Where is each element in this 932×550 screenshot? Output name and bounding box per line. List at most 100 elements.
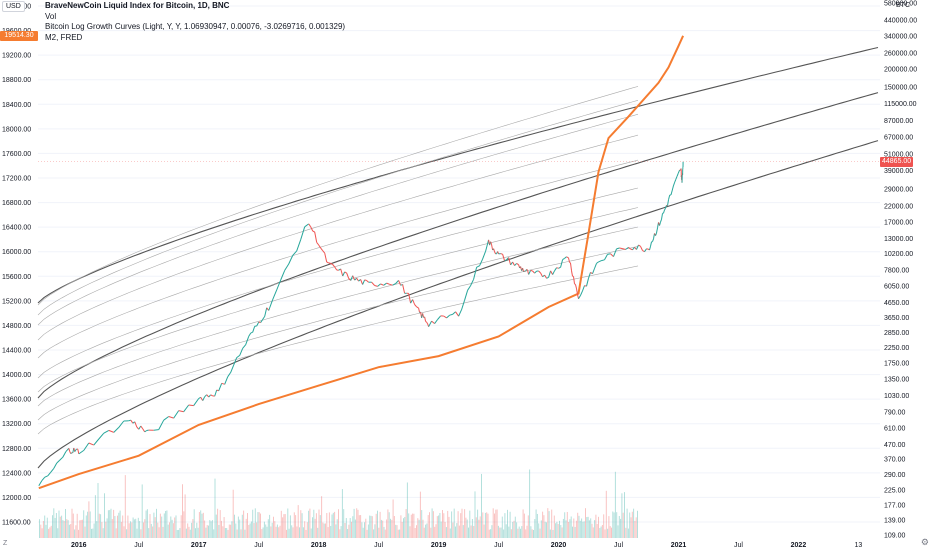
volume-bar	[452, 522, 454, 538]
price-segment	[230, 364, 235, 373]
volume-bar	[384, 529, 386, 538]
volume-bar	[59, 516, 61, 538]
volume-bar	[392, 499, 394, 538]
price-segment	[516, 262, 519, 266]
price-segment	[461, 300, 466, 310]
price-segment	[59, 456, 64, 461]
volume-bar	[204, 520, 206, 538]
price-segment	[548, 270, 552, 278]
volume-bar	[154, 517, 156, 538]
legend-symbol-title[interactable]: BraveNewCoin Liquid Index for Bitcoin, 1…	[45, 1, 230, 10]
price-segment	[573, 276, 575, 284]
volume-bar	[468, 527, 469, 538]
volume-bar	[223, 517, 225, 538]
price-segment	[522, 267, 525, 272]
legend-indicator[interactable]: Bitcoin Log Growth Curves (Light, Y, Y, …	[45, 22, 346, 31]
volume-bar	[98, 513, 100, 538]
currency-button[interactable]: USD	[2, 1, 25, 12]
price-segment	[500, 253, 503, 255]
growth-curve-light-7	[37, 226, 639, 407]
price-segment	[352, 275, 356, 281]
price-segment	[304, 223, 309, 228]
volume-bar	[260, 513, 261, 538]
volume-bar	[48, 528, 50, 538]
volume-bar	[523, 513, 525, 538]
right-tick-label: 610.00	[884, 426, 906, 433]
volume-bar	[61, 515, 63, 538]
volume-bar	[466, 519, 468, 538]
volume-bar	[70, 524, 72, 538]
volume-bar	[258, 512, 260, 538]
legend-m2[interactable]: M2, FRED	[45, 32, 83, 42]
volume-bar	[40, 524, 42, 538]
price-segment	[200, 397, 204, 401]
price-segment	[610, 253, 614, 257]
price-segment	[364, 279, 367, 281]
volume-bar	[475, 517, 477, 538]
price-segment	[227, 372, 232, 378]
price-segment	[312, 230, 315, 233]
price-segment	[577, 294, 579, 299]
volume-bar	[520, 528, 521, 538]
price-segment	[75, 448, 78, 451]
price-segment	[425, 321, 427, 323]
volume-bar	[109, 510, 111, 538]
price-segment	[142, 428, 146, 433]
volume-bar	[526, 525, 528, 538]
volume-bar	[295, 515, 297, 538]
price-segment	[280, 270, 286, 281]
volume-bar	[573, 518, 575, 538]
volume-bar	[243, 510, 245, 538]
zoom-icon[interactable]: Z	[3, 540, 8, 547]
volume-bar	[496, 509, 498, 538]
volume-bar	[67, 520, 69, 538]
volume-bar	[184, 494, 186, 538]
settings-gear-icon[interactable]: ⚙	[920, 537, 929, 547]
volume-bar	[608, 516, 610, 538]
price-segment	[677, 169, 681, 174]
volume-bar	[569, 519, 571, 538]
volume-bar	[250, 521, 252, 538]
price-segment	[558, 266, 561, 269]
volume-bar	[71, 508, 73, 538]
left-tick-label: 11600.00	[2, 520, 31, 527]
legend-volume[interactable]: Vol	[45, 11, 57, 21]
volume-bar	[512, 521, 514, 538]
volume-bar	[222, 526, 224, 538]
volume-bar	[413, 513, 415, 538]
price-segment	[443, 315, 447, 319]
price-segment	[644, 248, 647, 252]
volume-bar	[93, 523, 95, 538]
volume-bar	[139, 521, 141, 538]
price-segment	[504, 259, 507, 262]
volume-bar	[594, 520, 596, 538]
volume-bar	[275, 526, 277, 538]
time-tick-label: Jul	[254, 542, 263, 549]
volume-bar	[240, 529, 242, 538]
price-segment	[540, 272, 544, 278]
volume-bar	[445, 527, 447, 538]
volume-bar	[143, 522, 144, 538]
price-segment	[676, 173, 679, 177]
volume-bar	[478, 519, 480, 538]
volume-bar	[362, 527, 364, 538]
volume-bar	[309, 508, 311, 538]
volume-bar	[119, 510, 121, 538]
volume-bar	[616, 512, 618, 538]
growth-curve-light-1	[37, 100, 639, 316]
volume-bar	[182, 484, 183, 538]
volume-bar	[165, 510, 167, 538]
volume-bar	[128, 523, 130, 538]
volume-bar	[130, 521, 131, 538]
price-segment	[262, 316, 266, 320]
volume-bar	[120, 521, 122, 538]
volume-bar	[335, 524, 337, 538]
volume-bar	[152, 526, 154, 538]
price-segment	[494, 251, 497, 255]
price-segment	[642, 250, 645, 253]
gridlines	[38, 5, 880, 523]
volume-bar	[315, 513, 317, 538]
volume-bar	[226, 528, 228, 538]
time-tick-label: Jul	[614, 542, 623, 549]
